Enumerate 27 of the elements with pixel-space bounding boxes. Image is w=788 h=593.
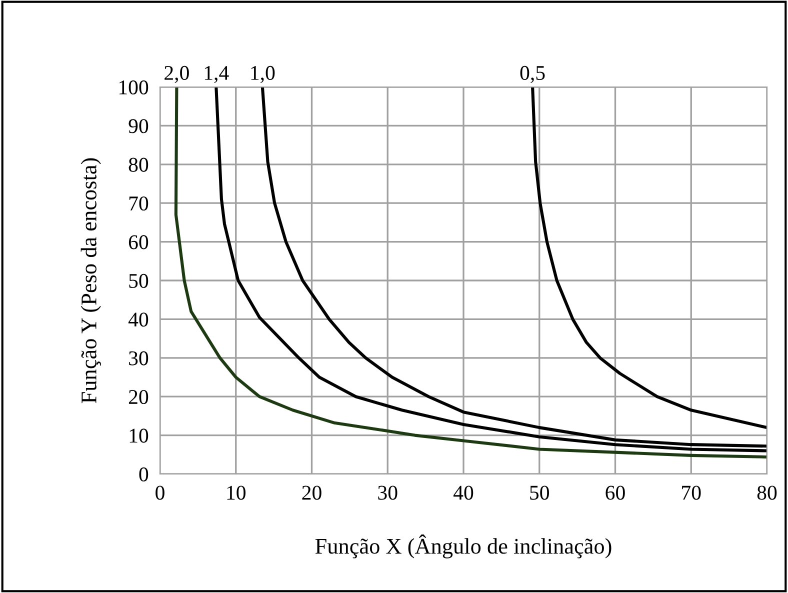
y-tick-label: 0 — [139, 467, 148, 482]
y-tick-label: 100 — [119, 80, 148, 94]
series-label: 1,0 — [251, 66, 275, 83]
y-tick-label: 60 — [128, 235, 148, 250]
y-tick-label: 80 — [128, 158, 148, 172]
x-tick-label: 70 — [682, 486, 701, 500]
y-tick-label: 50 — [129, 274, 148, 288]
series-label: 2,0 — [164, 66, 189, 83]
x-tick-label: 80 — [757, 486, 777, 500]
series-label: 1,4 — [204, 66, 229, 83]
x-tick-label: 0 — [156, 486, 164, 500]
y-tick-label: 70 — [129, 196, 148, 211]
line-series — [531, 87, 767, 430]
y-tick-label: 40 — [128, 312, 148, 327]
y-tick-label: 10 — [130, 428, 148, 443]
y-tick-label: 20 — [128, 390, 148, 404]
x-tick-label: 30 — [378, 486, 398, 500]
x-tick-label: 40 — [453, 486, 474, 500]
y-axis-title: Função Y (Peso da encosta) — [80, 158, 101, 404]
x-axis-title: Função X (Ângulo de inclinação) — [315, 534, 612, 558]
series-label: 0,5 — [520, 66, 545, 83]
x-tick-label: 10 — [227, 486, 246, 500]
x-tick-label: 20 — [302, 486, 322, 500]
y-tick-label: 30 — [129, 351, 148, 366]
y-tick-label: 90 — [128, 119, 148, 134]
x-tick-label: 60 — [606, 486, 625, 500]
x-tick-label: 50 — [530, 486, 549, 500]
